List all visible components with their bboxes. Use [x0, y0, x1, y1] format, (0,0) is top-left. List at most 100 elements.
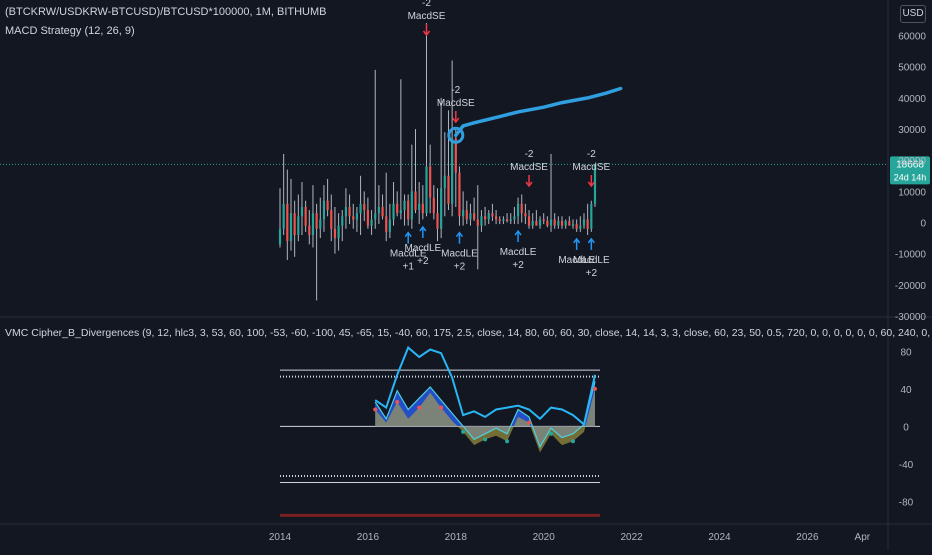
- candle-body: [396, 203, 399, 214]
- candle-body: [586, 219, 589, 229]
- candle-body: [407, 200, 410, 220]
- strategy-label: MACD Strategy (12, 26, 9): [5, 25, 135, 37]
- y-tick-label: 50000: [898, 63, 926, 74]
- candle-body: [374, 213, 377, 220]
- y-tick-label: -30000: [895, 312, 927, 323]
- candle-body: [432, 197, 435, 214]
- main-price-pane[interactable]: -2 MacdSE -2 MacdSE -2 MacdSE -2 MacdSE MacdLE +1…: [0, 0, 930, 301]
- candle-body: [582, 219, 586, 226]
- long-arrow-head: [419, 225, 427, 232]
- long-arrow-head: [404, 231, 412, 238]
- candle-body: [546, 220, 549, 226]
- signal-dot: [505, 439, 510, 444]
- y-tick-label: 0: [920, 219, 926, 230]
- candle-body: [278, 228, 282, 245]
- candle-body: [568, 220, 571, 226]
- candle-body: [480, 216, 483, 226]
- signal-label: MacdSE: [408, 11, 446, 22]
- long-arrow-head: [514, 229, 522, 236]
- indicator-pane[interactable]: [280, 345, 600, 517]
- candle-body: [575, 224, 578, 229]
- candle-body: [505, 219, 509, 221]
- candle-body: [308, 225, 311, 235]
- long-arrow-head: [455, 231, 464, 238]
- short-arrow-head: [587, 181, 595, 188]
- signal-dot: [527, 420, 532, 425]
- y-tick-label: -20000: [895, 281, 927, 292]
- currency-button[interactable]: USD: [900, 5, 926, 23]
- signal-label: MacdSE: [572, 162, 610, 173]
- signal-label: +2: [417, 256, 429, 267]
- candle-body: [440, 188, 443, 229]
- x-tick-label: 2026: [796, 532, 819, 543]
- x-tick-label: 2020: [533, 532, 556, 543]
- signal-dot: [395, 399, 400, 404]
- candle-body: [473, 213, 476, 220]
- signal-label: MacdSE: [437, 98, 475, 109]
- signal-label: -2: [422, 0, 431, 9]
- signal-label: MacdLE: [500, 247, 537, 258]
- last-price-badge: [890, 156, 930, 185]
- candle-body: [465, 210, 468, 220]
- y-tick-label: 80: [900, 347, 912, 358]
- candle-body: [491, 213, 494, 217]
- signal-dot: [592, 386, 597, 391]
- candle-body: [381, 206, 384, 217]
- candle-body: [593, 164, 597, 204]
- money-flow-area: [375, 388, 595, 453]
- candle-body: [330, 210, 333, 229]
- y-tick-label: 20000: [898, 156, 926, 167]
- projection-line: [454, 86, 623, 138]
- candle-body: [385, 216, 388, 232]
- candle-body: [414, 191, 417, 211]
- signal-label: +1: [402, 262, 414, 273]
- candle-body: [341, 216, 344, 226]
- candle-body: [494, 216, 498, 220]
- candle-body: [359, 203, 362, 214]
- y-tick-label: 30000: [898, 125, 926, 136]
- candle-body: [549, 219, 553, 226]
- signal-dot: [571, 439, 575, 444]
- candle-body: [289, 213, 293, 242]
- candle-body: [476, 219, 479, 226]
- y-tick-label: 60000: [898, 32, 926, 43]
- candle-body: [451, 138, 454, 204]
- long-arrow-head: [573, 237, 581, 244]
- candle-body: [524, 213, 527, 217]
- short-arrow-head: [452, 117, 460, 124]
- candle-body: [531, 220, 534, 226]
- candle-body: [535, 220, 538, 226]
- candle-body: [370, 219, 373, 226]
- signal-label: MacdLE: [573, 255, 610, 266]
- long-arrow-head: [587, 237, 595, 244]
- candle-body: [311, 213, 315, 235]
- rsi-line: [374, 345, 596, 427]
- indicator-label: VMC Cipher_B_Divergences (9, 12, hlc3, 3…: [5, 327, 932, 339]
- y-tick-label: 40: [900, 385, 912, 396]
- signal-dot: [483, 437, 488, 442]
- signal-label: MacdLE: [390, 249, 427, 260]
- candle-body: [425, 166, 428, 214]
- signal-label: MacdLE: [404, 243, 441, 254]
- candle-body: [348, 206, 351, 217]
- candle-body: [469, 213, 472, 220]
- candle-body: [590, 203, 593, 229]
- signal-label: -2: [451, 85, 460, 96]
- short-arrow-head: [525, 181, 533, 188]
- signal-label: MacdSE: [510, 162, 548, 173]
- signal-label: MacdLE: [441, 249, 478, 260]
- signal-label: -2: [525, 149, 534, 160]
- signal-label: -2: [587, 149, 596, 160]
- candle-body: [560, 220, 564, 226]
- candle-body: [484, 216, 487, 220]
- candle-body: [429, 166, 432, 198]
- last-price-countdown: 24d 14h: [894, 172, 927, 182]
- signal-dot: [549, 431, 554, 436]
- candle-body: [337, 225, 340, 239]
- signal-dot: [461, 429, 466, 434]
- last-price-value: 18668: [896, 159, 924, 170]
- candle-body: [538, 219, 542, 226]
- candle-body: [344, 206, 348, 217]
